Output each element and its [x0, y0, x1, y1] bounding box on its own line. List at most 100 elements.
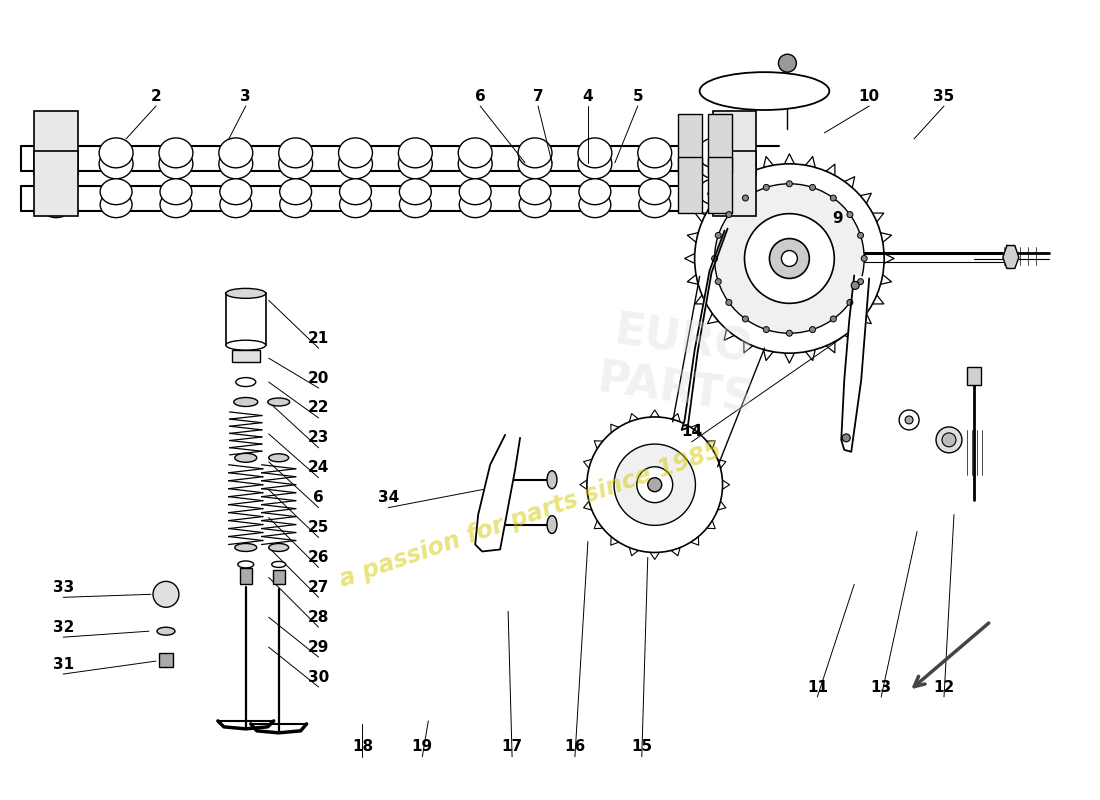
Ellipse shape — [226, 288, 266, 298]
Text: 33: 33 — [53, 580, 74, 595]
Text: 24: 24 — [308, 460, 329, 475]
Text: 2: 2 — [151, 89, 162, 103]
Bar — [707, 157, 732, 213]
Ellipse shape — [279, 192, 311, 218]
Polygon shape — [682, 229, 727, 430]
Circle shape — [810, 185, 815, 190]
Bar — [707, 114, 732, 173]
Circle shape — [745, 214, 834, 303]
Polygon shape — [842, 275, 869, 452]
Ellipse shape — [278, 138, 312, 168]
Ellipse shape — [519, 178, 551, 205]
Ellipse shape — [234, 543, 256, 551]
Ellipse shape — [99, 149, 133, 178]
Ellipse shape — [579, 178, 610, 205]
Text: 11: 11 — [806, 679, 828, 694]
Circle shape — [715, 278, 722, 285]
Ellipse shape — [459, 138, 492, 168]
Text: 26: 26 — [308, 550, 329, 565]
Text: 14: 14 — [681, 424, 702, 439]
Ellipse shape — [398, 138, 432, 168]
Text: 28: 28 — [308, 610, 329, 625]
Ellipse shape — [160, 178, 191, 205]
Circle shape — [694, 164, 884, 353]
Ellipse shape — [238, 561, 254, 568]
Ellipse shape — [40, 138, 74, 168]
Circle shape — [779, 54, 796, 72]
Text: EURO
PARTS: EURO PARTS — [595, 308, 764, 422]
Circle shape — [847, 211, 852, 218]
Text: 17: 17 — [502, 739, 522, 754]
Ellipse shape — [268, 454, 288, 462]
Bar — [713, 111, 757, 176]
Circle shape — [763, 185, 769, 190]
Circle shape — [905, 416, 913, 424]
Text: 27: 27 — [308, 580, 329, 595]
Circle shape — [786, 181, 792, 186]
Polygon shape — [1003, 246, 1019, 269]
Ellipse shape — [579, 192, 610, 218]
Circle shape — [781, 250, 798, 266]
Ellipse shape — [399, 178, 431, 205]
Ellipse shape — [220, 178, 252, 205]
Circle shape — [715, 184, 865, 334]
Bar — [240, 569, 252, 584]
Ellipse shape — [339, 138, 373, 168]
Ellipse shape — [160, 138, 192, 168]
Circle shape — [742, 195, 748, 201]
Ellipse shape — [398, 149, 432, 178]
Text: 29: 29 — [308, 640, 329, 654]
Ellipse shape — [99, 138, 133, 168]
Circle shape — [847, 299, 852, 306]
Text: 9: 9 — [832, 211, 843, 226]
Ellipse shape — [226, 340, 266, 350]
Circle shape — [587, 417, 723, 553]
Text: 15: 15 — [631, 739, 652, 754]
Ellipse shape — [459, 149, 492, 178]
Ellipse shape — [40, 149, 74, 178]
Ellipse shape — [459, 178, 491, 205]
Text: 13: 13 — [870, 679, 892, 694]
Ellipse shape — [267, 398, 289, 406]
Bar — [678, 114, 702, 173]
Ellipse shape — [638, 149, 672, 178]
Bar — [34, 151, 78, 216]
Bar — [226, 294, 266, 345]
Ellipse shape — [519, 192, 551, 218]
Circle shape — [614, 444, 695, 526]
Text: 12: 12 — [934, 679, 955, 694]
Ellipse shape — [698, 192, 730, 218]
Circle shape — [726, 299, 732, 306]
Bar — [713, 151, 757, 216]
Ellipse shape — [219, 138, 253, 168]
Ellipse shape — [219, 149, 253, 178]
Text: 35: 35 — [934, 89, 955, 103]
Text: 5: 5 — [632, 89, 644, 103]
Circle shape — [810, 326, 815, 333]
Circle shape — [153, 582, 179, 607]
Circle shape — [858, 278, 864, 285]
Text: 18: 18 — [352, 739, 373, 754]
Text: a passion for parts since 1985: a passion for parts since 1985 — [336, 438, 725, 591]
Ellipse shape — [578, 138, 612, 168]
Circle shape — [830, 195, 836, 201]
Text: 20: 20 — [308, 370, 329, 386]
Ellipse shape — [639, 192, 671, 218]
Ellipse shape — [697, 149, 732, 178]
Text: 10: 10 — [859, 89, 880, 103]
Ellipse shape — [41, 178, 73, 205]
Circle shape — [858, 233, 864, 238]
Ellipse shape — [157, 627, 175, 635]
Ellipse shape — [518, 138, 552, 168]
Ellipse shape — [268, 543, 288, 551]
Text: 25: 25 — [308, 520, 329, 535]
Ellipse shape — [399, 192, 431, 218]
Bar — [160, 653, 173, 667]
Ellipse shape — [160, 192, 191, 218]
Ellipse shape — [220, 192, 252, 218]
Ellipse shape — [700, 72, 829, 110]
Ellipse shape — [278, 149, 312, 178]
Text: 6: 6 — [475, 89, 485, 103]
Ellipse shape — [639, 178, 671, 205]
Ellipse shape — [100, 178, 132, 205]
